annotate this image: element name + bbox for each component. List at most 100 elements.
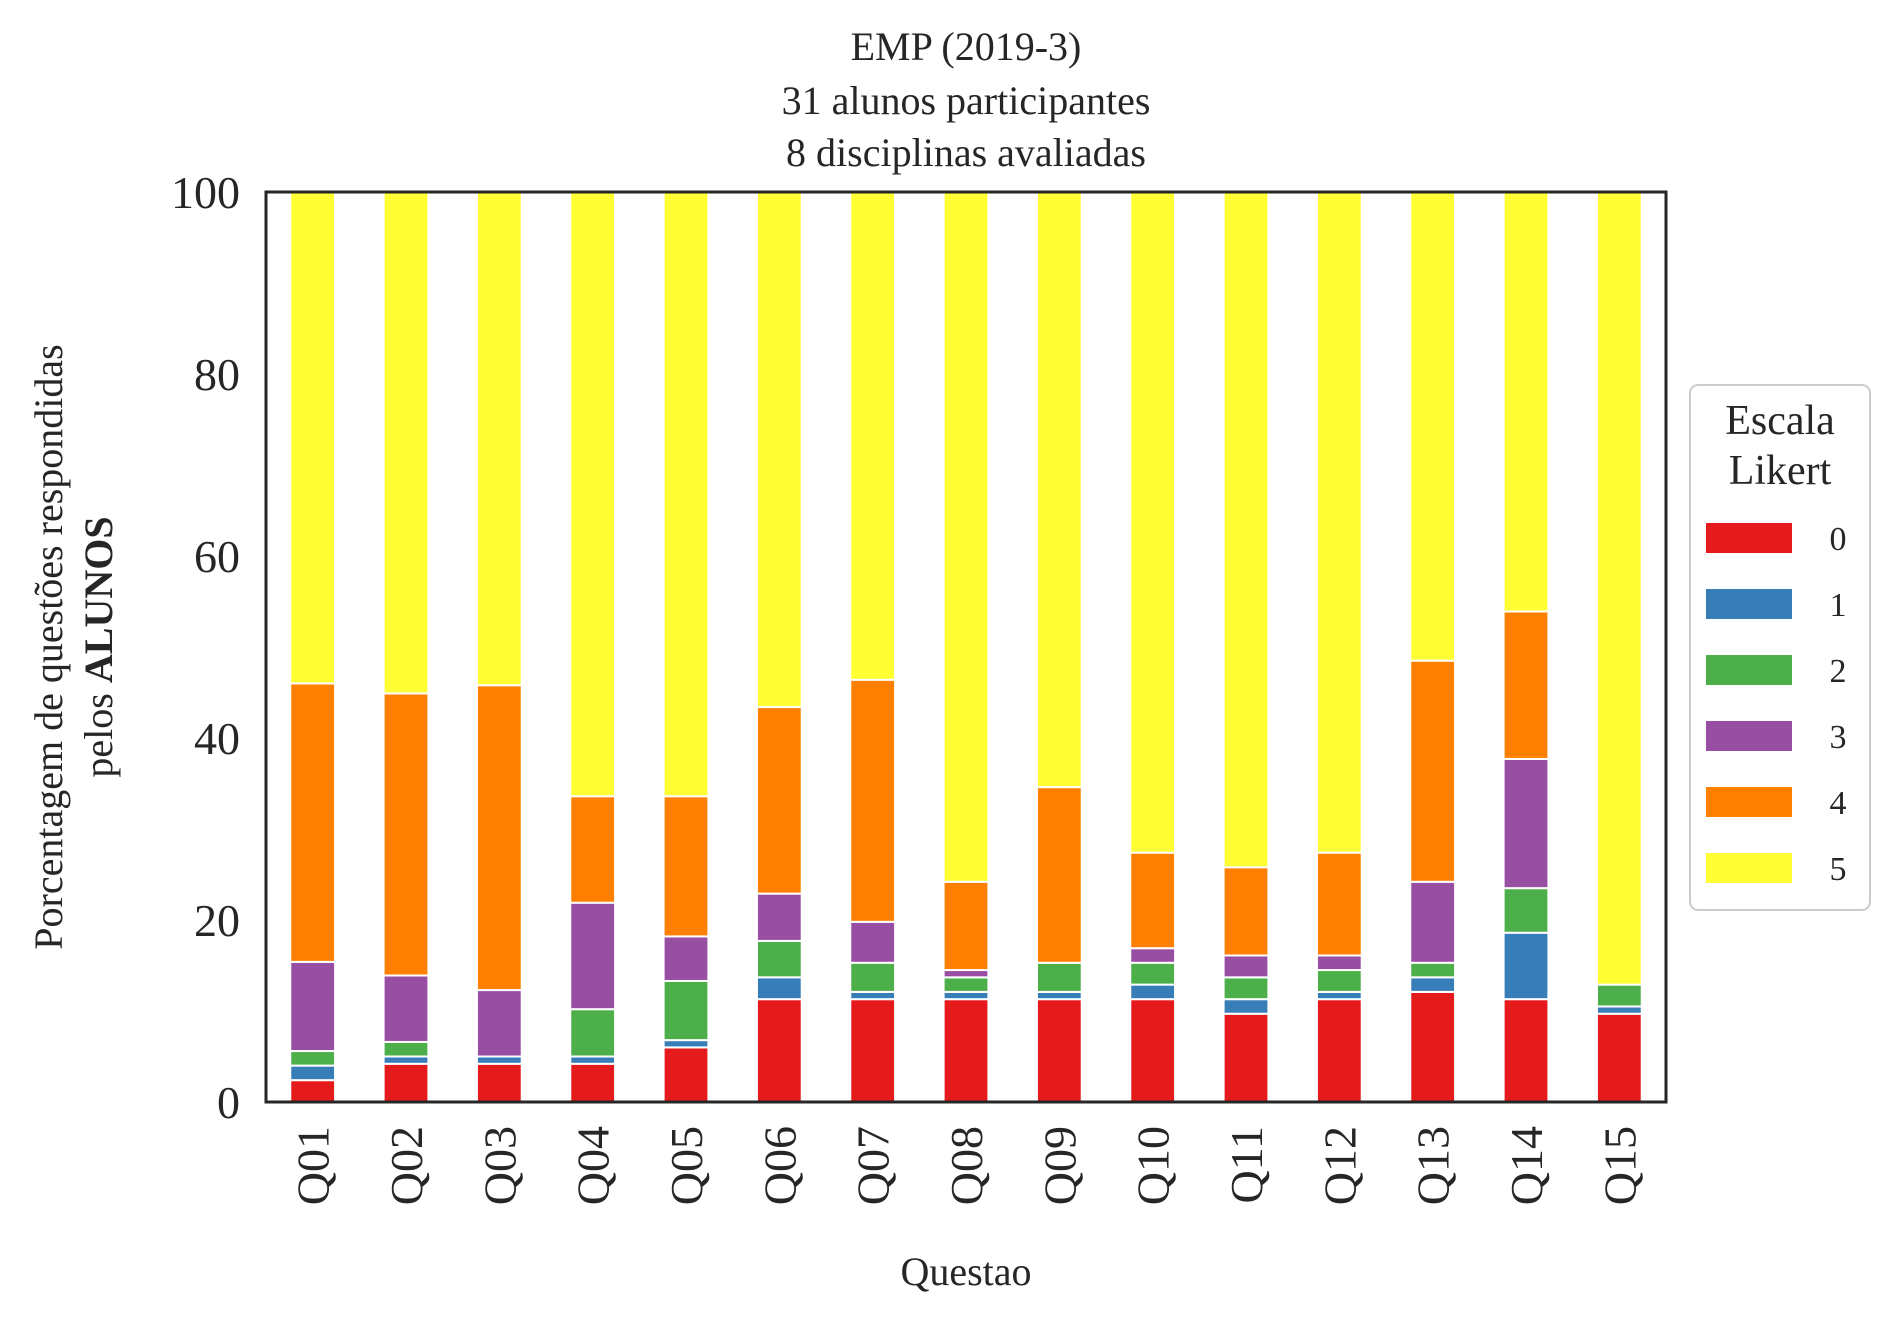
- bar-segment-Q13-scale-5: [1409, 191, 1457, 662]
- bar-segment-Q04-scale-5: [569, 191, 617, 798]
- x-tick-label: Q01: [288, 1126, 339, 1205]
- y-axis-label-prefix: pelos: [76, 683, 121, 777]
- bar-segment-Q07-scale-3: [849, 920, 897, 964]
- bar-segment-Q14-scale-5: [1502, 191, 1550, 613]
- bar-segment-Q04-scale-2: [569, 1008, 617, 1058]
- bar-segment-Q08-scale-5: [942, 191, 990, 883]
- bar-segment-Q02-scale-0: [382, 1062, 430, 1104]
- x-tick-label: Q11: [1221, 1126, 1272, 1204]
- bar-segment-Q01-scale-1: [289, 1064, 337, 1082]
- legend-label-2: 2: [1830, 653, 1847, 690]
- bar-segment-Q03-scale-3: [475, 989, 523, 1058]
- bar-segment-Q06-scale-5: [755, 191, 803, 709]
- bar-segment-Q07-scale-1: [849, 990, 897, 1001]
- bars: [289, 191, 1643, 1104]
- bar-segment-Q08-scale-3: [942, 969, 990, 979]
- x-tick-label: Q06: [754, 1126, 805, 1205]
- bar-segment-Q10-scale-4: [1129, 851, 1177, 950]
- bar-segment-Q11-scale-5: [1222, 191, 1270, 869]
- bar-segment-Q04-scale-4: [569, 795, 617, 904]
- chart-title: EMP (2019-3) 31 alunos participantes 8 d…: [782, 24, 1151, 175]
- bar-segment-Q14-scale-1: [1502, 931, 1550, 1001]
- bar-segment-Q07-scale-2: [849, 961, 897, 993]
- bar-segment-Q13-scale-0: [1409, 990, 1457, 1104]
- bar-segment-Q15-scale-5: [1595, 191, 1643, 986]
- x-tick-label: Q05: [661, 1126, 712, 1205]
- legend-swatch-2: [1706, 655, 1792, 685]
- legend-swatch-3: [1706, 721, 1792, 751]
- legend-swatch-5: [1706, 853, 1792, 883]
- plot-frame: [264, 190, 1668, 1104]
- y-tick-label: 40: [194, 713, 240, 764]
- bar-segment-Q09-scale-0: [1035, 998, 1083, 1103]
- bar-segment-Q15-scale-1: [1595, 1005, 1643, 1015]
- bar-segment-Q06-scale-1: [755, 976, 803, 1001]
- bar-segment-Q11-scale-0: [1222, 1012, 1270, 1103]
- bar-segment-Q13-scale-1: [1409, 976, 1457, 993]
- legend-title-line2: Likert: [1729, 448, 1832, 494]
- y-tick-label: 100: [171, 167, 240, 218]
- y-axis-label: Porcentagem de questões respondidas pelo…: [26, 344, 121, 949]
- legend-swatch-4: [1706, 787, 1792, 817]
- bar-segment-Q10-scale-0: [1129, 998, 1177, 1103]
- bar-segment-Q04-scale-0: [569, 1062, 617, 1104]
- bar-segment-Q11-scale-1: [1222, 998, 1270, 1015]
- x-tick-label: Q09: [1034, 1126, 1085, 1205]
- legend-swatch-1: [1706, 589, 1792, 619]
- bar-segment-Q01-scale-3: [289, 960, 337, 1053]
- bar-segment-Q05-scale-4: [662, 795, 710, 938]
- bar-segment-Q01-scale-4: [289, 682, 337, 963]
- bar-segment-Q12-scale-1: [1315, 990, 1363, 1001]
- x-tick-label: Q13: [1408, 1126, 1459, 1205]
- bar-segment-Q01-scale-5: [289, 191, 337, 685]
- bar-segment-Q10-scale-1: [1129, 983, 1177, 1001]
- bar-segment-Q09-scale-1: [1035, 990, 1083, 1001]
- bar-segment-Q09-scale-5: [1035, 191, 1083, 789]
- bar-segment-Q07-scale-5: [849, 191, 897, 681]
- bar-segment-Q07-scale-4: [849, 678, 897, 923]
- bar-segment-Q02-scale-4: [382, 692, 430, 977]
- bar-segment-Q04-scale-3: [569, 901, 617, 1011]
- x-tick-label: Q10: [1128, 1126, 1179, 1205]
- legend-label-3: 3: [1830, 719, 1847, 756]
- bar-segment-Q05-scale-2: [662, 979, 710, 1042]
- bar-segment-Q14-scale-3: [1502, 757, 1550, 890]
- legend-swatch-0: [1706, 523, 1792, 553]
- legend-label-1: 1: [1830, 587, 1847, 624]
- bar-segment-Q12-scale-2: [1315, 969, 1363, 993]
- x-tick-label: Q07: [848, 1126, 899, 1205]
- bar-segment-Q08-scale-4: [942, 880, 990, 972]
- bar-segment-Q11-scale-2: [1222, 976, 1270, 1001]
- x-tick-label: Q15: [1594, 1126, 1645, 1205]
- bar-segment-Q01-scale-0: [289, 1079, 337, 1104]
- bar-segment-Q12-scale-3: [1315, 954, 1363, 972]
- x-tick-label: Q08: [941, 1126, 992, 1205]
- chart-title-line: EMP (2019-3): [851, 24, 1082, 69]
- bar-segment-Q03-scale-1: [475, 1055, 523, 1065]
- bar-segment-Q02-scale-1: [382, 1055, 430, 1065]
- bar-segment-Q08-scale-2: [942, 976, 990, 993]
- bar-segment-Q12-scale-5: [1315, 191, 1363, 854]
- x-tick-label: Q03: [474, 1126, 525, 1205]
- bar-segment-Q10-scale-5: [1129, 191, 1177, 854]
- bar-segment-Q13-scale-3: [1409, 880, 1457, 964]
- bar-segment-Q15-scale-2: [1595, 983, 1643, 1008]
- bar-segment-Q14-scale-4: [1502, 610, 1550, 760]
- x-tick-label: Q04: [568, 1126, 619, 1205]
- bar-segment-Q02-scale-2: [382, 1040, 430, 1058]
- bar-segment-Q05-scale-5: [662, 191, 710, 798]
- bar-segment-Q09-scale-4: [1035, 786, 1083, 964]
- y-axis-ticks: 0 20 40 60 80 100: [171, 167, 240, 1128]
- legend-box: [1689, 384, 1871, 911]
- bar-segment-Q05-scale-1: [662, 1039, 710, 1049]
- legend-label-5: 5: [1830, 851, 1847, 888]
- bar-segment-Q06-scale-4: [755, 706, 803, 895]
- bar-segment-Q06-scale-3: [755, 892, 803, 942]
- bar-segment-Q14-scale-2: [1502, 887, 1550, 934]
- x-axis-ticks: Q01 Q02 Q03 Q04 Q05 Q06 Q07 Q08 Q09 Q10 Q11 Q12 Q13 Q…: [288, 1126, 1646, 1205]
- x-tick-label: Q12: [1314, 1126, 1365, 1205]
- bar-segment-Q10-scale-2: [1129, 961, 1177, 986]
- legend-label-0: 0: [1830, 521, 1847, 558]
